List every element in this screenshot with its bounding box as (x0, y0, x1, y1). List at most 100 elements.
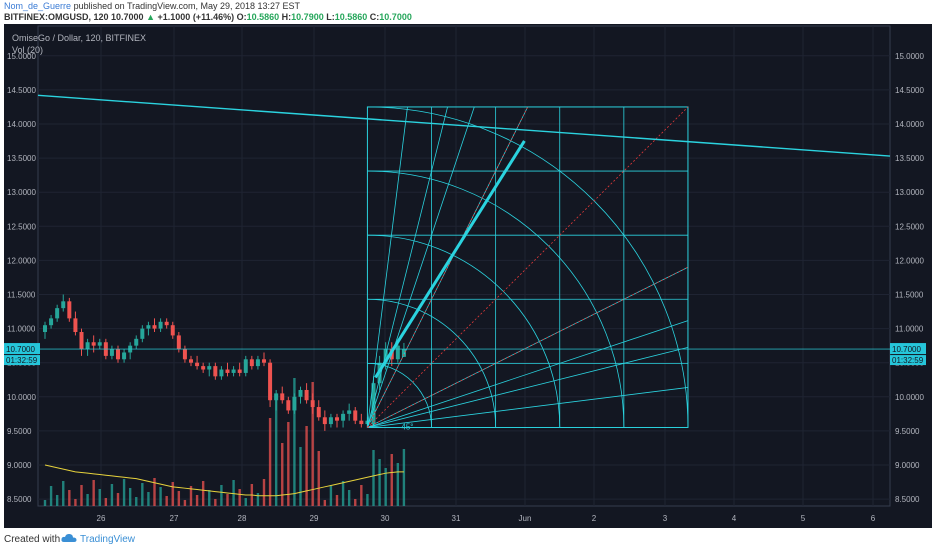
candle-body (122, 352, 127, 360)
price-tick-label-right: 11.0000 (895, 325, 924, 334)
volume-bar (159, 487, 162, 506)
candle-body (182, 349, 187, 360)
candle-body (280, 393, 285, 401)
published-text: published on TradingView.com, May 29, 20… (73, 1, 301, 11)
candle-body (43, 325, 47, 333)
time-tick-label: 26 (97, 514, 106, 523)
current-price-text-left: 10.7000 (6, 345, 35, 354)
volume-bar (208, 490, 211, 506)
volume-bar (86, 494, 89, 506)
price-tick-label-left: 8.5000 (7, 495, 32, 504)
close-label: C: (369, 12, 380, 22)
volume-bar (116, 493, 120, 506)
candle-body (207, 366, 212, 370)
price-tick-label-left: 9.0000 (7, 461, 32, 470)
time-tick-label: 27 (170, 514, 179, 523)
gann-fan-line (367, 106, 448, 428)
tradingview-brand[interactable]: TradingView (80, 534, 136, 545)
candle-body (152, 325, 157, 329)
chart-grid (37, 25, 891, 507)
candle-body (255, 359, 260, 367)
price-tick-label-right: 9.0000 (895, 461, 920, 470)
gann-fan-line (367, 106, 475, 428)
countdown-badge-left (4, 355, 40, 366)
descending-trendline (37, 94, 891, 157)
price-tick-label-left: 12.0000 (7, 256, 36, 265)
price-tick-label-right: 12.5000 (895, 222, 924, 231)
chart-background (4, 24, 932, 528)
price-tick-label-left: 12.5000 (7, 222, 36, 231)
volume-bar (177, 491, 181, 506)
low-value: 10.5860 (334, 12, 368, 22)
open-value: 10.5860 (246, 12, 280, 22)
time-tick-label: Jun (519, 514, 532, 523)
candle-body (395, 345, 400, 360)
volume-bar (293, 378, 296, 506)
volume-bar (347, 490, 351, 506)
volume-bar (165, 496, 168, 506)
volume-bar (372, 450, 375, 506)
volume-bar (396, 463, 400, 506)
time-tick-label: 2 (592, 514, 597, 523)
volume-bar (62, 481, 65, 506)
time-tick-label: 30 (381, 514, 390, 523)
high-label: H: (281, 12, 292, 22)
candle-body (67, 301, 72, 319)
price-tick-label-left: 15.0000 (7, 52, 36, 61)
volume-bar (390, 454, 393, 506)
candle-body (341, 413, 346, 421)
author-link[interactable]: Nom_de_Guerre (4, 1, 72, 11)
chart-container[interactable]: 45° 15.0000 15.0000 14.5000 14.5000 14.0000 1… (4, 24, 932, 528)
gann-box[interactable]: 45° (366, 106, 689, 432)
time-tick-label: 4 (732, 514, 737, 523)
volume-bar (268, 418, 272, 506)
volume-ma-line (44, 464, 404, 497)
publish-header: Nom_de_Guerre published on TradingView.c… (0, 0, 932, 24)
candle-body (61, 301, 66, 309)
price-tick-label-right: 13.5000 (895, 154, 924, 163)
candle-body (268, 362, 273, 401)
volume-bar (262, 479, 266, 506)
volume-bar (335, 495, 339, 506)
price-axes: 15.0000 15.0000 14.5000 14.5000 14.0000 14.00… (4, 52, 926, 523)
price-tick-label-right: 8.5000 (895, 495, 920, 504)
volume-bar (341, 481, 345, 506)
volume-bar (402, 449, 406, 506)
gann-fan-line (367, 320, 689, 428)
candle-body (55, 308, 60, 319)
trend-line[interactable] (37, 94, 891, 157)
close-value: 10.7000 (379, 12, 412, 22)
candle-body (298, 389, 303, 397)
volume-bar (183, 500, 187, 506)
time-tick-label: 6 (871, 514, 876, 523)
volume-bar (74, 499, 77, 506)
current-price-badge-left (4, 343, 40, 355)
candle-body (176, 335, 181, 350)
time-tick-label: 31 (452, 514, 461, 523)
volume-bar (43, 500, 47, 506)
candle-body (401, 349, 406, 357)
publish-line: Nom_de_Guerre published on TradingView.c… (4, 1, 300, 12)
high-value: 10.7900 (291, 12, 324, 22)
price-tick-label-left: 9.5000 (7, 427, 32, 436)
volume-bar (238, 489, 241, 506)
volume-bar (153, 478, 156, 506)
candle-body (201, 366, 206, 370)
time-tick-label: 3 (663, 514, 668, 523)
candle-body (219, 369, 224, 377)
candle-body (164, 321, 169, 326)
volume-bar (384, 468, 387, 506)
volume-bar (299, 447, 302, 506)
candle-body (49, 318, 54, 326)
gann-fan-red-line (367, 106, 689, 428)
volume-bar (92, 480, 95, 506)
volume-legend: Vol (20) (12, 45, 43, 55)
volume-bar (214, 499, 217, 506)
volume-bar (287, 422, 290, 506)
volume-bar (98, 489, 101, 506)
price-tick-label-left: 14.5000 (7, 86, 36, 95)
symbol-line: BITFINEX:OMGUSD, 120 10.7000 ▲ +1.1000 (… (4, 12, 412, 23)
last-price: 10.7000 (111, 12, 144, 22)
price-tick-label-right: 10.0000 (895, 393, 924, 402)
